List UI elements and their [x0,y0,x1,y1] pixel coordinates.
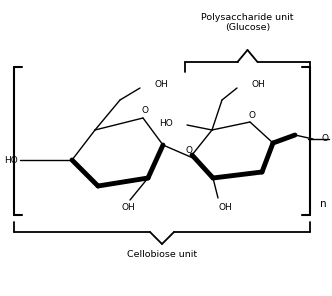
Text: OH: OH [121,204,135,213]
Text: O: O [186,146,193,155]
Text: HO: HO [159,118,173,128]
Text: Cellobiose unit: Cellobiose unit [127,250,197,259]
Text: OH: OH [251,80,265,89]
Text: O: O [141,105,148,115]
Text: O: O [321,133,328,142]
Text: O: O [248,110,256,120]
Text: Polysaccharide unit
(Glucose): Polysaccharide unit (Glucose) [201,13,294,32]
Text: HO: HO [4,155,18,165]
Text: OH: OH [218,204,232,213]
Text: OH: OH [154,80,168,89]
Text: n: n [320,199,327,209]
